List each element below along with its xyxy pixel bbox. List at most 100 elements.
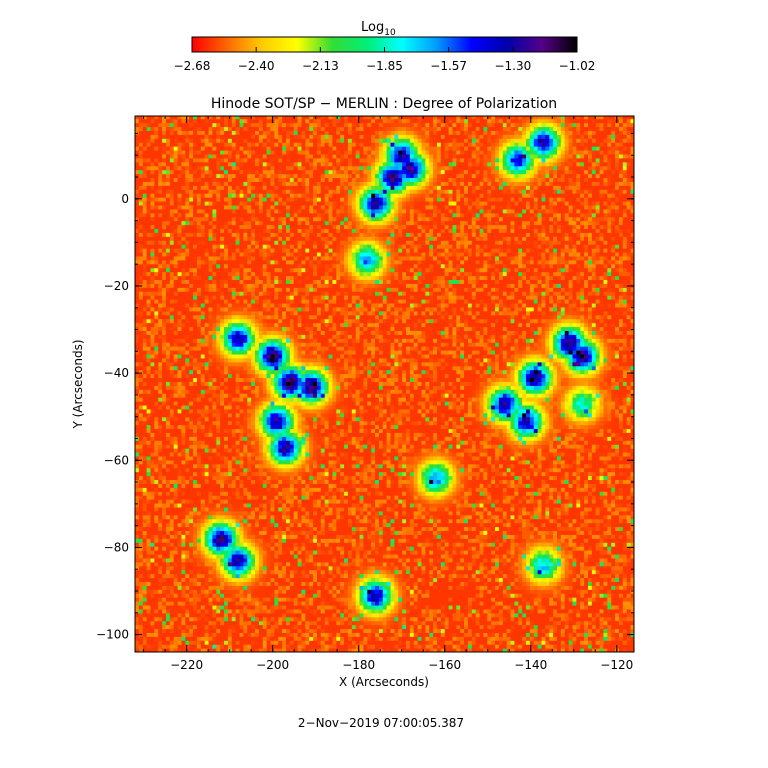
heatmap-cell	[239, 126, 244, 131]
heatmap-cell	[193, 346, 198, 351]
heatmap-cell	[270, 157, 275, 163]
heatmap-cell	[224, 212, 229, 218]
heatmap-cell	[181, 616, 186, 622]
heatmap-cell	[165, 314, 171, 320]
heatmap-cell	[262, 444, 268, 449]
heatmap-cell	[262, 573, 268, 579]
heatmap-cell	[247, 455, 252, 461]
heatmap-cell	[162, 251, 167, 257]
heatmap-cell	[266, 432, 272, 437]
heatmap-cell	[262, 530, 268, 535]
heatmap-cell	[181, 149, 186, 155]
heatmap-cell	[247, 169, 252, 175]
heatmap-cell	[243, 197, 248, 202]
heatmap-cell	[181, 585, 186, 590]
heatmap-cell	[135, 616, 140, 622]
heatmap-cell	[177, 232, 183, 237]
heatmap-cell	[165, 122, 171, 128]
heatmap-cell	[266, 377, 272, 382]
heatmap-cell	[158, 381, 163, 386]
heatmap-cell	[165, 581, 171, 586]
heatmap-cell	[270, 212, 275, 218]
heatmap-cell	[247, 499, 252, 504]
heatmap-cell	[235, 401, 241, 406]
heatmap-cell	[216, 483, 221, 488]
heatmap-cell	[138, 240, 144, 245]
heatmap-cell	[220, 353, 225, 359]
heatmap-cell	[185, 116, 190, 120]
heatmap-cell	[181, 255, 186, 261]
heatmap-cell	[208, 534, 214, 539]
heatmap-cell	[196, 506, 202, 512]
heatmap-cell	[231, 287, 237, 292]
heatmap-cell	[154, 491, 159, 496]
heatmap-cell	[135, 248, 140, 253]
heatmap-cell	[227, 314, 233, 320]
heatmap-cell	[150, 236, 155, 241]
heatmap-cell	[189, 455, 194, 461]
heatmap-cell	[196, 193, 202, 198]
heatmap-cell	[150, 295, 155, 300]
heatmap-cell	[204, 204, 210, 210]
heatmap-cell	[185, 385, 190, 390]
heatmap-cell	[154, 408, 159, 414]
heatmap-cell	[165, 146, 171, 151]
heatmap-cell	[189, 581, 194, 586]
heatmap-cell	[231, 334, 237, 339]
heatmap-cell	[224, 326, 229, 331]
heatmap-cell	[247, 271, 252, 277]
heatmap-cell	[154, 377, 159, 382]
heatmap-cell	[251, 553, 256, 559]
heatmap-cell	[177, 161, 183, 167]
heatmap-cell	[196, 251, 202, 257]
heatmap-cell	[177, 236, 183, 241]
heatmap-cell	[158, 236, 163, 241]
heatmap-cell	[247, 546, 252, 551]
heatmap-cell	[243, 518, 248, 524]
heatmap-cell	[274, 561, 279, 567]
heatmap-cell	[150, 251, 155, 257]
heatmap-cell	[231, 526, 237, 532]
heatmap-cell	[185, 365, 190, 371]
heatmap-cell	[173, 302, 179, 308]
heatmap-cell	[212, 467, 217, 473]
heatmap-cell	[235, 393, 241, 398]
heatmap-cell	[146, 644, 152, 649]
heatmap-cell	[173, 393, 179, 398]
heatmap-cell	[274, 483, 279, 488]
heatmap-cell	[258, 463, 264, 469]
heatmap-cell	[255, 142, 260, 147]
heatmap-cell	[135, 428, 140, 433]
heatmap-cell	[150, 283, 155, 288]
heatmap-cell	[255, 369, 260, 375]
heatmap-cell	[162, 338, 167, 343]
heatmap-cell	[216, 479, 221, 484]
heatmap-cell	[251, 228, 256, 233]
heatmap-cell	[169, 377, 175, 382]
heatmap-cell	[262, 134, 268, 139]
heatmap-cell	[169, 479, 175, 484]
heatmap-cell	[247, 116, 252, 120]
heatmap-cell	[169, 220, 175, 226]
heatmap-cell	[220, 463, 225, 469]
heatmap-cell	[212, 381, 217, 386]
heatmap-cell	[255, 385, 260, 390]
heatmap-cell	[196, 632, 202, 637]
heatmap-cell	[189, 487, 194, 492]
heatmap-cell	[227, 165, 233, 171]
heatmap-cell	[138, 628, 144, 633]
heatmap-cell	[224, 330, 229, 335]
heatmap-cell	[162, 220, 167, 226]
heatmap-cell	[185, 608, 190, 614]
heatmap-cell	[173, 193, 179, 198]
heatmap-cell	[200, 444, 206, 449]
heatmap-cell	[193, 569, 198, 575]
heatmap-cell	[204, 518, 210, 524]
heatmap-cell	[185, 134, 190, 139]
heatmap-cell	[177, 173, 183, 179]
heatmap-cell	[181, 401, 186, 406]
heatmap-cell	[138, 644, 144, 649]
heatmap-cell	[173, 412, 179, 418]
heatmap-cell	[243, 251, 248, 257]
heatmap-cell	[150, 565, 155, 571]
